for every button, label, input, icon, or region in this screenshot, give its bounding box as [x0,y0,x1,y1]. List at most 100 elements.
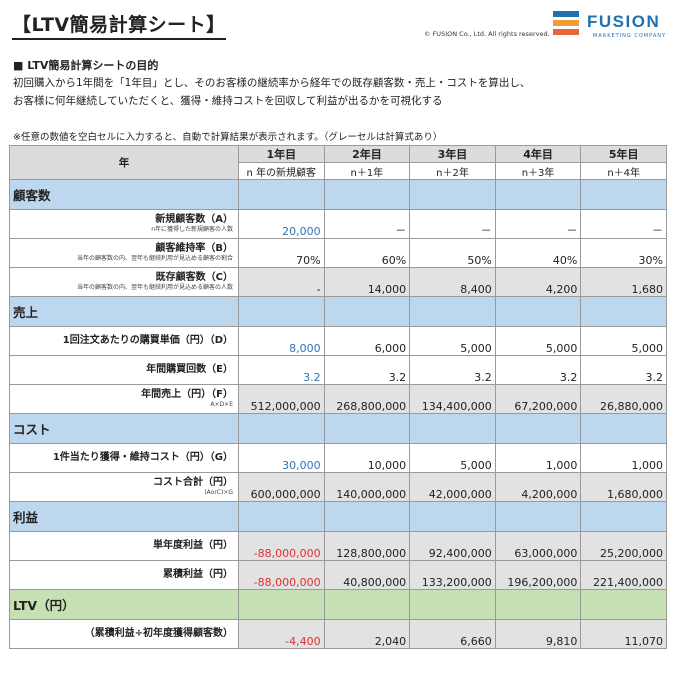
year-corner-header: 年 [9,145,239,180]
value-cell[interactable]: 60% [323,238,411,268]
section-cell [238,296,325,327]
value-cell[interactable]: － [323,209,411,239]
fusion-logo: FUSION MARKETING COMPANY [553,10,671,44]
row-label-main: 単年度利益（円） [153,540,233,551]
value-cell: 67,200,000 [494,384,582,414]
value-cell[interactable]: 50% [409,238,496,268]
section-cell [494,413,582,444]
value-cell[interactable]: 30% [580,238,667,268]
table-row: 年間売上（円）（F） A×D×E 512,000,000 268,800,000 134… [9,384,667,414]
value-cell[interactable]: 5,000 [409,443,496,473]
row-label-main: 顧客維持率（B） [155,243,233,254]
purpose-heading: ■ LTV簡易計算シートの目的 [13,59,159,72]
row-label-main: 既存顧客数（C） [155,272,233,283]
row-label-main: コスト合計（円） [153,477,233,488]
table-row: コスト合計（円） (AorC)×G 600,000,000 140,000,000 42… [9,472,667,502]
year-subheader: n＋3年 [494,162,582,180]
section-cell [409,413,496,444]
section-cell [323,296,411,327]
page-title: 【LTV簡易計算シート】 [12,10,226,40]
value-cell[interactable]: 1,000 [494,443,582,473]
value-cell: 268,800,000 [323,384,411,414]
year-subheader: n＋2年 [409,162,496,180]
value-cell[interactable]: 3.2 [238,355,325,385]
value-cell: 8,400 [409,267,496,297]
section-cell [323,413,411,444]
section-cell [494,501,582,532]
value-cell: 128,800,000 [323,531,411,561]
value-cell: 1,680,000 [580,472,667,502]
section-cell [409,589,496,620]
purpose-line-1: 初回購入から1年間を「1年目」とし、そのお客様の継続率から経年での既存顧客数・売… [13,77,531,89]
row-label: 1件当たり獲得・維持コスト（円）（G） [9,443,239,473]
value-cell: 133,200,000 [409,560,496,590]
value-cell: 11,070 [580,619,667,649]
section-cell [580,501,667,532]
value-cell[interactable]: － [580,209,667,239]
value-cell[interactable]: 3.2 [580,355,667,385]
value-cell[interactable]: 3.2 [409,355,496,385]
value-cell[interactable]: 6,000 [323,326,411,356]
section-cell [580,589,667,620]
value-cell[interactable]: 5,000 [580,326,667,356]
value-cell[interactable]: 70% [238,238,325,268]
row-label-main: 1回注文あたりの購買単価（円）（D） [62,335,233,346]
section-cell [580,413,667,444]
value-cell: 26,880,000 [580,384,667,414]
table-row: 既存顧客数（C） 当年の顧客数の内、翌年も継続利用が見込める顧客の人数 -14,00… [9,267,667,297]
value-cell: 600,000,000 [238,472,325,502]
input-note: ※任意の数値を空白セルに入力すると、自動で計算結果が表示されます。（グレーセルは… [13,132,443,143]
table-row: 1回注文あたりの購買単価（円）（D） 8,000 6,000 5,000 5,000 5,… [9,326,667,356]
value-cell: 14,000 [323,267,411,297]
value-cell: -4,400 [238,619,325,649]
year-header: 4年目 [494,145,582,163]
value-cell[interactable]: 3.2 [323,355,411,385]
section-cell [323,589,411,620]
value-cell: 40,800,000 [323,560,411,590]
value-cell[interactable]: 20,000 [238,209,325,239]
section-cell [494,179,582,210]
value-cell[interactable]: － [494,209,582,239]
value-cell[interactable]: 5,000 [494,326,582,356]
year-subheader: n 年の新規顧客 [238,162,325,180]
year-header: 2年目 [323,145,411,163]
table-row: （累積利益÷初年度獲得顧客数） -4,400 2,040 6,660 9,810 11,0… [9,619,667,649]
value-cell: 92,400,000 [409,531,496,561]
section-row: 利益 [9,501,667,532]
ltv-table: 年 1年目 2年目 3年目 4年目 5年目 n 年の新規顧客 n＋1年 n＋2年 n＋3年 n＋4年… [9,145,667,649]
row-label-main: 1件当たり獲得・維持コスト（円）（G） [52,452,233,463]
row-label: 累積利益（円） [9,560,239,590]
value-cell[interactable]: 1,000 [580,443,667,473]
row-label-sub: 当年の顧客数の内、翌年も継続利用が見込める顧客の割合 [76,255,233,262]
section-title: 顧客数 [9,179,239,210]
row-label-sub: n年に獲得した新規顧客の人数 [151,226,233,233]
row-label-main: 新規顧客数（A） [155,214,233,225]
section-cell [238,501,325,532]
row-label: 年間購買回数（E） [9,355,239,385]
row-label-main: （累積利益÷初年度獲得顧客数） [84,628,233,639]
value-cell[interactable]: 3.2 [494,355,582,385]
value-cell[interactable]: 8,000 [238,326,325,356]
section-cell [580,179,667,210]
value-cell: -88,000,000 [238,560,325,590]
value-cell[interactable]: 10,000 [323,443,411,473]
value-cell[interactable]: 40% [494,238,582,268]
section-row: コスト [9,413,667,444]
copyright-text: © FUSION Co., Ltd. All rights reserved. [424,30,550,38]
row-label-main: 年間売上（円）（F） [141,389,233,400]
value-cell: 221,400,000 [580,560,667,590]
row-label-sub: A×D×E [210,401,233,408]
value-cell[interactable]: 5,000 [409,326,496,356]
table-row: 年間購買回数（E） 3.2 3.2 3.2 3.2 3.2 [9,355,667,385]
logo-name: FUSION [587,12,661,31]
value-cell[interactable]: － [409,209,496,239]
section-title: 売上 [9,296,239,327]
value-cell: 134,400,000 [409,384,496,414]
logo-mark-icon [553,11,579,37]
section-row: 売上 [9,296,667,327]
row-label: コスト合計（円） (AorC)×G [9,472,239,502]
section-cell [409,179,496,210]
value-cell[interactable]: 30,000 [238,443,325,473]
row-label: 既存顧客数（C） 当年の顧客数の内、翌年も継続利用が見込める顧客の人数 [9,267,239,297]
row-label: 新規顧客数（A） n年に獲得した新規顧客の人数 [9,209,239,239]
